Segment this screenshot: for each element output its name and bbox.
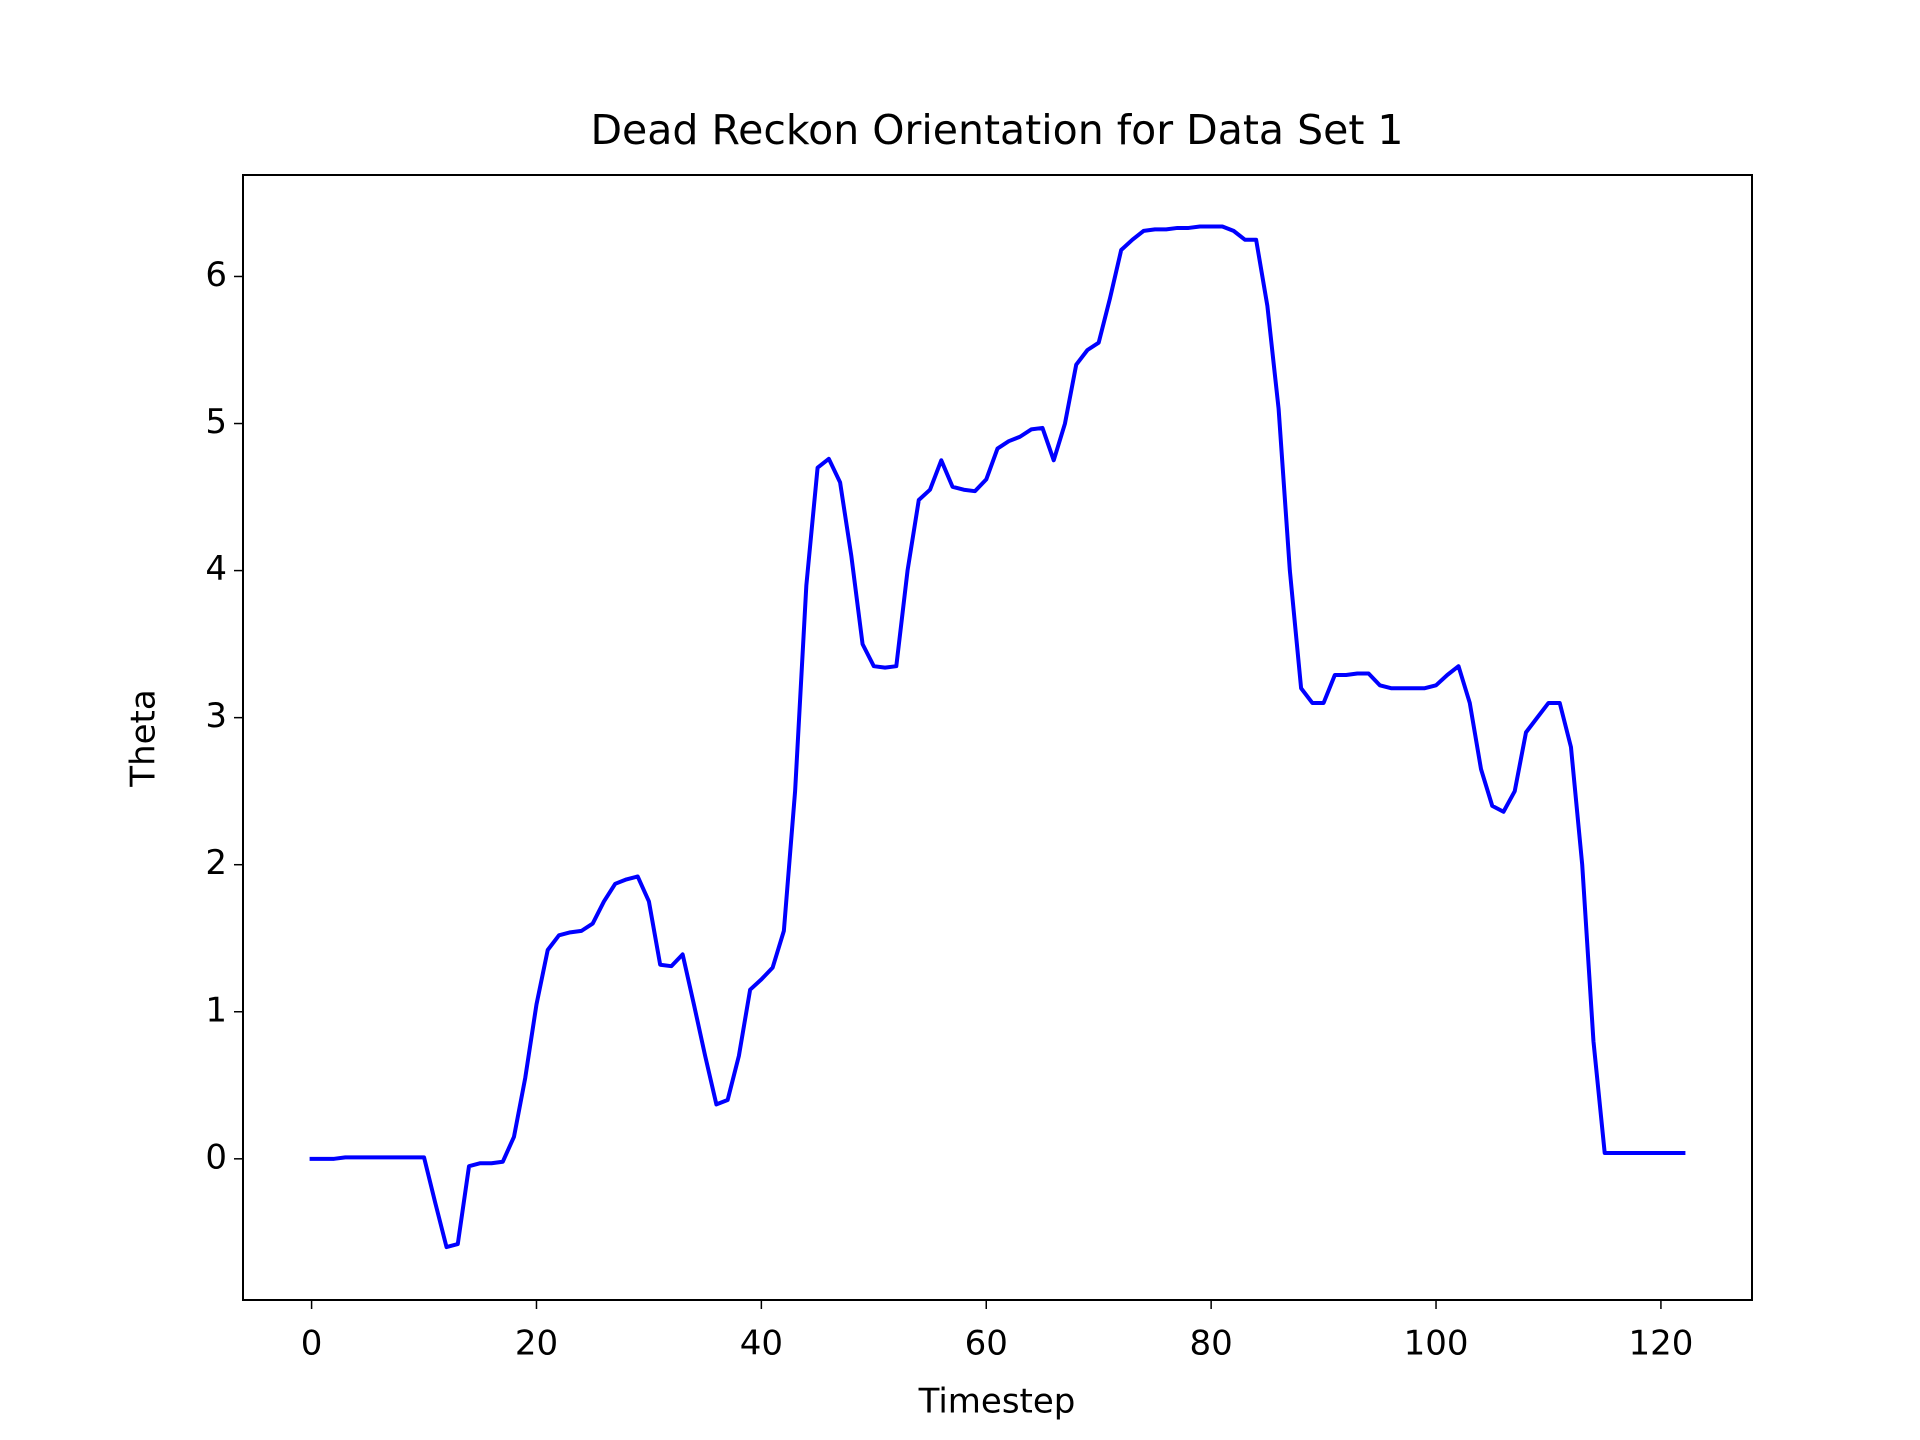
y-tick-label: 0	[205, 1137, 227, 1177]
x-tick-label: 20	[515, 1324, 558, 1364]
y-tick-label: 2	[205, 843, 227, 883]
x-tick-label: 0	[301, 1324, 323, 1364]
x-tick-label: 80	[1190, 1324, 1233, 1364]
plot-frame	[242, 174, 1753, 1301]
x-tick-label: 60	[965, 1324, 1008, 1364]
x-tick-label: 100	[1404, 1324, 1469, 1364]
y-axis-label: Theta	[124, 689, 164, 787]
x-tick-label: 40	[740, 1324, 783, 1364]
x-tick-label: 120	[1628, 1324, 1693, 1364]
y-tick-label: 6	[205, 255, 227, 295]
y-tick-label: 1	[205, 990, 227, 1030]
y-tick-label: 3	[205, 696, 227, 736]
chart-title: Dead Reckon Orientation for Data Set 1	[590, 106, 1403, 154]
y-tick-label: 5	[205, 402, 227, 442]
x-axis-label: Timestep	[918, 1382, 1076, 1422]
y-tick-label: 4	[205, 549, 227, 589]
data-line	[309, 224, 1686, 1250]
